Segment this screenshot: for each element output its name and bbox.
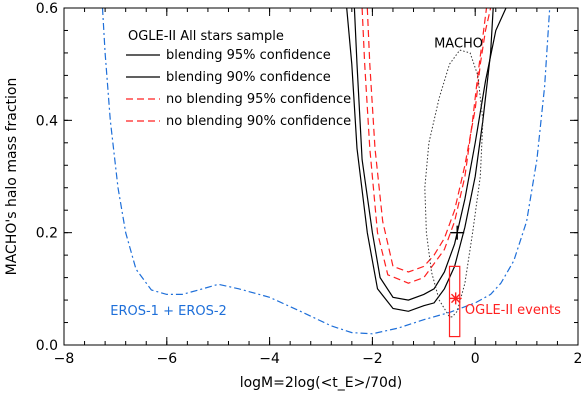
x-tick-label: 2 — [574, 351, 583, 367]
x-tick-label: −8 — [54, 351, 75, 367]
ticks-layer: −8 −6 −4 −2 0 2 0.0 0.2 0.4 0.6 — [36, 1, 583, 367]
ogle-events-box — [448, 265, 461, 338]
y-tick-label: 0.0 — [36, 338, 58, 354]
macho-contour — [424, 49, 484, 318]
series-line-5 — [101, 8, 551, 335]
legend-entry-label: no blending 90% confidence — [166, 114, 351, 129]
legend-title: OGLE-II All stars sample — [128, 29, 284, 44]
x-axis-label: logM=2log(<t_E>/70d) — [240, 375, 403, 391]
legend-entry-label: no blending 95% confidence — [166, 92, 351, 107]
y-axis-label: MACHO's halo mass fraction — [4, 78, 20, 276]
x-tick-label: −6 — [156, 351, 177, 367]
macho-point — [450, 225, 465, 240]
x-tick-label: −2 — [362, 351, 383, 367]
x-tick-label: −4 — [259, 351, 280, 367]
annotation-label: MACHO — [434, 36, 483, 51]
series-line-3 — [366, 8, 492, 273]
series-line-1 — [353, 8, 507, 301]
x-tick-label: 0 — [471, 351, 480, 367]
annotation-label: EROS-1 + EROS-2 — [110, 304, 227, 319]
annotations: MACHO EROS-1 + EROS-2 OGLE-II events — [110, 36, 561, 319]
legend-entry-label: blending 90% confidence — [166, 70, 331, 85]
legend-entry-label: blending 95% confidence — [166, 48, 331, 63]
annotation-label: OGLE-II events — [465, 303, 561, 318]
series-line-4 — [361, 8, 488, 284]
y-tick-label: 0.4 — [36, 113, 58, 129]
ogle-events-point — [449, 292, 462, 305]
series-line-2 — [346, 8, 494, 312]
plot-frame — [63, 7, 579, 346]
legend: OGLE-II All stars sample blending 95% con… — [126, 29, 351, 129]
y-tick-label: 0.2 — [36, 226, 58, 242]
y-tick-label: 0.6 — [36, 1, 58, 17]
series-layer — [101, 8, 551, 338]
